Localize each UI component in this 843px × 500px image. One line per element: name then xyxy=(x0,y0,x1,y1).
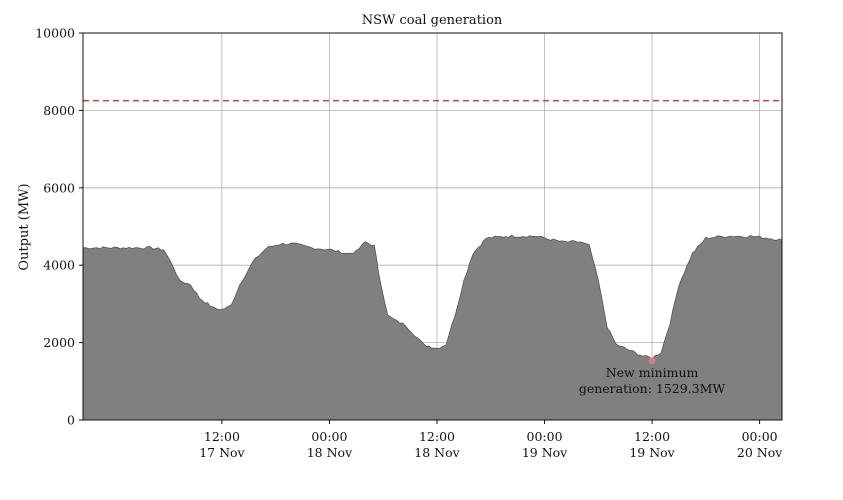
y-tick-label: 6000 xyxy=(43,180,75,195)
chart-title: NSW coal generation xyxy=(362,13,503,28)
x-tick-label-date: 17 Nov xyxy=(199,445,245,460)
x-tick-label-time: 12:00 xyxy=(634,429,670,444)
x-tick-label-date: 18 Nov xyxy=(307,445,353,460)
y-axis-label: Output (MW) xyxy=(17,183,32,270)
x-tick-label-date: 19 Nov xyxy=(629,445,675,460)
y-tick-label: 0 xyxy=(67,413,75,428)
y-tick-label: 10000 xyxy=(35,26,75,41)
x-tick-label-time: 00:00 xyxy=(311,429,347,444)
x-tick-label-date: 18 Nov xyxy=(414,445,460,460)
x-tick-label-time: 00:00 xyxy=(742,429,778,444)
annotation-line-1: New minimum xyxy=(606,365,699,380)
generation-area xyxy=(82,234,783,421)
x-tick-label-time: 12:00 xyxy=(204,429,240,444)
x-tick-label-date: 19 Nov xyxy=(522,445,568,460)
minimum-marker xyxy=(648,357,656,365)
y-tick-label: 8000 xyxy=(43,103,75,118)
x-tick-label-date: 20 Nov xyxy=(737,445,783,460)
annotation-line-2: generation: 1529.3MW xyxy=(579,381,726,396)
y-tick-label: 4000 xyxy=(43,258,75,273)
y-tick-label: 2000 xyxy=(43,335,75,350)
axis-layer xyxy=(79,32,783,424)
area-layer xyxy=(82,234,783,421)
x-tick-label-time: 00:00 xyxy=(527,429,563,444)
x-tick-label-time: 12:00 xyxy=(419,429,455,444)
plot-frame xyxy=(82,32,783,421)
